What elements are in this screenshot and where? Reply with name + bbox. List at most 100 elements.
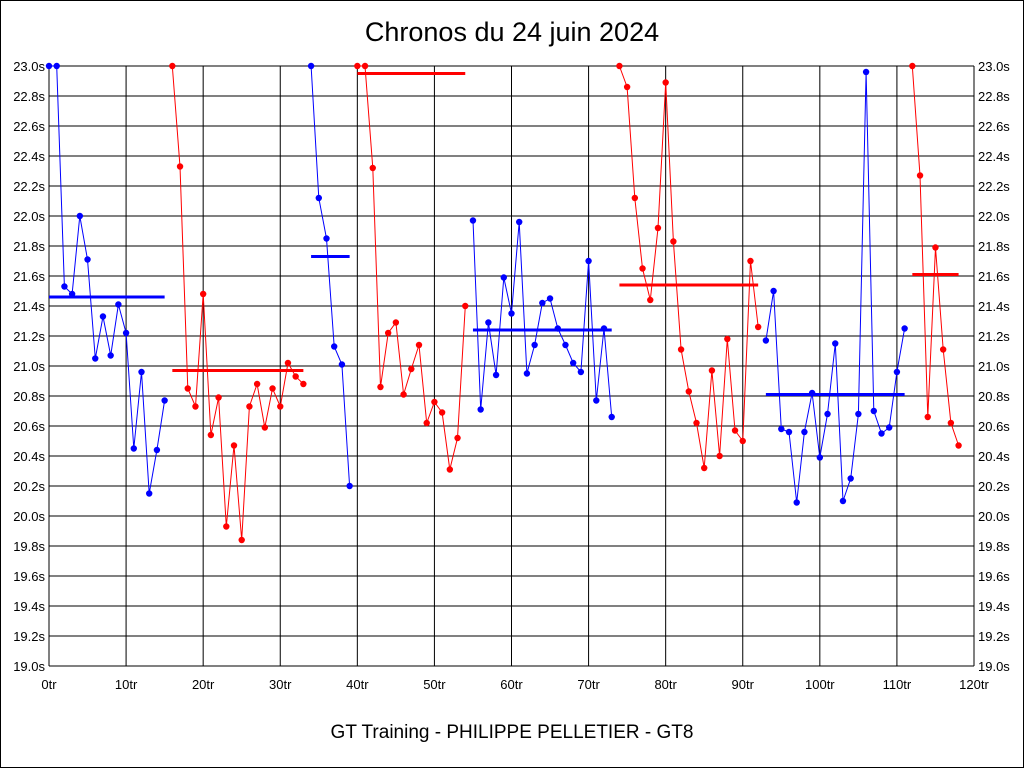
y-tick-label-left: 20.2s: [13, 479, 45, 494]
data-point: [462, 302, 469, 310]
data-point: [500, 274, 507, 281]
data-point: [76, 212, 84, 220]
data-point: [878, 430, 885, 437]
data-point: [870, 407, 877, 415]
data-point: [832, 340, 839, 347]
data-point: [361, 62, 369, 70]
data-point: [369, 164, 376, 172]
x-tick-label: 110tr: [883, 677, 912, 692]
data-point: [392, 319, 400, 326]
data-point: [261, 424, 269, 431]
y-tick-label-right: 22.6s: [978, 119, 1010, 134]
data-point: [377, 383, 384, 391]
grid: [48, 65, 975, 667]
data-point: [153, 446, 161, 454]
data-point: [839, 497, 847, 505]
data-point: [677, 346, 685, 353]
y-tick-label-right: 20.8s: [978, 389, 1010, 404]
data-point: [539, 299, 546, 307]
data-point: [454, 434, 461, 442]
data-point: [400, 391, 407, 398]
series-line: [357, 65, 466, 470]
y-tick-label-right: 21.2s: [978, 329, 1010, 344]
y-tick-label-right: 20.4s: [978, 449, 1010, 464]
data-point: [886, 424, 893, 431]
data-point: [708, 367, 716, 374]
data-point: [716, 452, 723, 460]
data-point: [785, 428, 793, 436]
data-point: [269, 385, 276, 392]
data-point: [670, 238, 677, 245]
data-point: [793, 499, 800, 506]
x-tick-label: 0tr: [41, 677, 57, 692]
data-point: [277, 403, 284, 410]
data-point: [199, 290, 207, 298]
data-point: [300, 380, 307, 388]
y-tick-label-left: 21.6s: [13, 269, 45, 284]
data-point: [955, 442, 962, 449]
data-point: [230, 442, 238, 449]
y-tick-label-left: 21.2s: [13, 329, 45, 344]
y-tick-label-left: 22.8s: [13, 89, 45, 104]
session-1: [45, 62, 168, 497]
series: [45, 62, 962, 544]
data-point: [623, 83, 631, 91]
data-point: [53, 62, 60, 70]
session-4: [354, 62, 469, 473]
y-tick-label-left: 20.4s: [13, 449, 45, 464]
data-point: [778, 425, 785, 433]
series-line: [171, 65, 304, 541]
y-tick-label-left: 21.8s: [13, 239, 45, 254]
y-tick-label-right: 19.6s: [978, 569, 1010, 584]
y-tick-label-left: 20.0s: [13, 509, 45, 524]
data-point: [747, 257, 754, 265]
data-point: [176, 163, 184, 170]
data-point: [685, 388, 692, 395]
data-point: [647, 296, 654, 304]
data-point: [138, 368, 145, 376]
y-tick-label-left: 22.0s: [13, 209, 45, 224]
data-point: [61, 283, 68, 290]
data-point: [323, 235, 330, 242]
data-point: [469, 217, 477, 224]
data-point: [577, 368, 585, 376]
data-point: [739, 437, 746, 445]
y-tick-label-right: 22.8s: [978, 89, 1010, 104]
data-point: [701, 464, 708, 472]
data-point: [438, 409, 446, 416]
session-6: [616, 62, 762, 472]
data-point: [847, 475, 854, 482]
x-tick-label: 120tr: [959, 677, 989, 692]
series-line: [472, 220, 613, 418]
chart-footer: GT Training - PHILIPPE PELLETIER - GT8: [330, 722, 694, 743]
data-point: [338, 361, 346, 368]
y-tick-label-left: 20.8s: [13, 389, 45, 404]
x-tick-label: 100tr: [805, 677, 835, 692]
x-tick-label: 30tr: [269, 677, 292, 692]
data-point: [346, 482, 353, 490]
data-point: [485, 319, 492, 326]
data-point: [223, 523, 230, 530]
x-tick-label: 90tr: [732, 677, 755, 692]
x-tick-label: 60tr: [500, 677, 523, 692]
data-point: [477, 406, 484, 413]
y-tick-label-left: 19.6s: [13, 569, 45, 584]
data-point: [146, 490, 153, 497]
data-point: [99, 313, 107, 320]
y-tick-label-right: 23.0s: [978, 59, 1010, 74]
data-point: [315, 194, 322, 202]
data-point: [816, 454, 824, 461]
y-tick-label-left: 19.2s: [13, 629, 45, 644]
data-point: [585, 257, 592, 265]
data-point: [516, 218, 523, 226]
data-point: [947, 419, 955, 427]
series-line: [49, 65, 166, 494]
data-point: [562, 341, 569, 349]
data-point: [238, 536, 245, 544]
data-point: [724, 335, 731, 343]
y-tick-label-left: 21.0s: [13, 359, 45, 374]
session-3: [307, 62, 353, 490]
data-point: [855, 410, 862, 418]
session-2: [169, 62, 307, 544]
